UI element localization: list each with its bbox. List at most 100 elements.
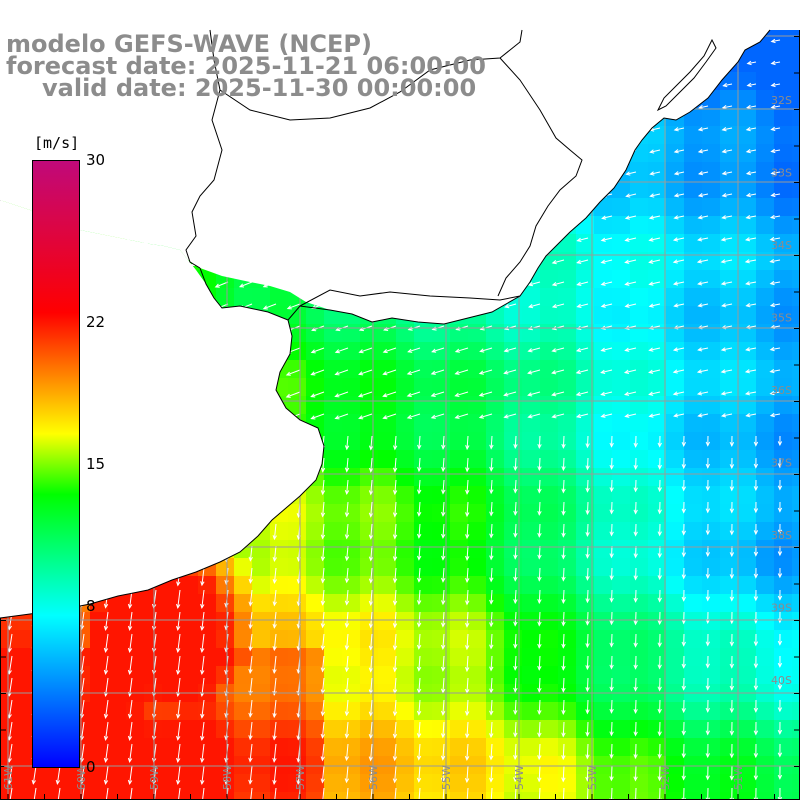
wind-speed-cell	[738, 450, 756, 468]
wind-speed-cell	[360, 594, 378, 612]
wind-speed-cell	[540, 414, 558, 432]
wind-arrow	[430, 391, 445, 397]
lat-label: 37S	[771, 457, 792, 470]
wind-speed-cell	[414, 378, 432, 396]
wind-speed-cell	[144, 720, 162, 738]
wind-arrow	[777, 523, 783, 535]
wind-speed-cell	[378, 450, 396, 468]
wind-arrow	[753, 479, 759, 492]
wind-speed-cell	[648, 414, 666, 432]
wind-arrow	[633, 743, 638, 760]
wind-speed-cell	[630, 612, 648, 630]
wind-arrow	[431, 347, 445, 353]
wind-speed-cell	[306, 378, 324, 396]
wind-speed-cell	[90, 648, 108, 666]
wind-arrow	[609, 677, 614, 692]
wind-speed-cell	[774, 774, 792, 792]
wind-speed-cell	[540, 270, 558, 288]
wind-speed-cell	[648, 468, 666, 486]
river-border	[185, 29, 223, 269]
wind-arrow	[609, 699, 614, 714]
wind-arrow	[200, 611, 205, 632]
wind-speed-cell	[756, 504, 774, 522]
wind-speed-cell	[684, 738, 702, 756]
wind-speed-cell	[144, 666, 162, 684]
wind-arrow	[248, 765, 253, 785]
wind-speed-cell	[288, 648, 306, 666]
wind-speed-cell	[378, 756, 396, 774]
wind-arrow	[609, 655, 614, 670]
wind-speed-cell	[648, 756, 666, 774]
wind-arrow	[672, 369, 685, 374]
wind-speed-cell	[504, 720, 522, 738]
wind-speed-cell	[450, 774, 468, 792]
wind-arrow	[513, 611, 518, 627]
wind-arrow	[561, 677, 566, 693]
wind-speed-cell	[540, 702, 558, 720]
wind-speed-cell	[630, 342, 648, 360]
wind-speed-cell	[252, 774, 270, 792]
wind-speed-cell	[720, 612, 738, 630]
wind-speed-cell	[504, 468, 522, 486]
wind-speed-cell	[18, 612, 36, 630]
wind-arrow	[320, 721, 325, 739]
wind-speed-cell	[270, 702, 288, 720]
wind-speed-cell	[558, 702, 576, 720]
wind-speed-cell	[720, 216, 738, 234]
wind-speed-cell	[468, 648, 486, 666]
wind-arrow	[334, 413, 349, 420]
wind-arrow	[673, 303, 685, 308]
wind-arrow	[537, 501, 542, 516]
wind-speed-cell	[612, 540, 630, 558]
wind-speed-cell	[18, 792, 36, 800]
wind-speed-cell	[630, 702, 648, 720]
wind-arrow	[513, 655, 518, 671]
wind-speed-cell	[360, 738, 378, 756]
wind-arrow	[722, 82, 733, 88]
wind-speed-cell	[738, 54, 756, 72]
wind-arrow	[344, 501, 350, 518]
wind-speed-cell	[594, 504, 612, 522]
wind-speed-cell	[774, 756, 792, 774]
wind-arrow	[346, 787, 349, 800]
wind-speed-cell	[720, 558, 738, 576]
wind-arrow	[454, 413, 469, 419]
wind-arrow	[720, 391, 733, 396]
wind-arrow	[681, 743, 686, 759]
wind-speed-cell	[738, 396, 756, 414]
wind-arrow	[575, 391, 589, 397]
wind-speed-cell	[306, 360, 324, 378]
wind-speed-cell	[378, 540, 396, 558]
wind-speed-cell	[594, 594, 612, 612]
wind-speed-cell	[666, 540, 684, 558]
wind-speed-cell	[432, 558, 450, 576]
wind-arrow	[392, 655, 398, 673]
wind-arrow	[551, 391, 565, 397]
wind-speed-cell	[126, 792, 144, 800]
wind-arrow	[465, 435, 470, 451]
wind-speed-cell	[414, 558, 432, 576]
wind-speed-cell	[396, 396, 414, 414]
wind-arrow	[537, 655, 542, 671]
lat-label: 32S	[771, 94, 792, 107]
wind-speed-cell	[774, 540, 792, 558]
wind-arrow	[705, 523, 711, 536]
wind-speed-cell	[684, 774, 702, 792]
wind-speed-cell	[234, 666, 252, 684]
wind-arrow	[623, 369, 637, 374]
wind-speed-cell	[774, 108, 792, 126]
wind-arrow	[416, 633, 422, 650]
wind-arrow	[81, 787, 85, 800]
wind-arrow	[250, 787, 253, 800]
wind-arrow	[729, 743, 734, 759]
wind-speed-cell	[378, 522, 396, 540]
wind-speed-cell	[144, 702, 162, 720]
wind-speed-cell	[396, 648, 414, 666]
wind-speed-cell	[450, 648, 468, 666]
wind-speed-cell	[306, 306, 324, 324]
wind-speed-cell	[792, 450, 800, 468]
wind-speed-cell	[738, 756, 756, 774]
wind-speed-cell	[198, 666, 216, 684]
wind-speed-cell	[684, 540, 702, 558]
